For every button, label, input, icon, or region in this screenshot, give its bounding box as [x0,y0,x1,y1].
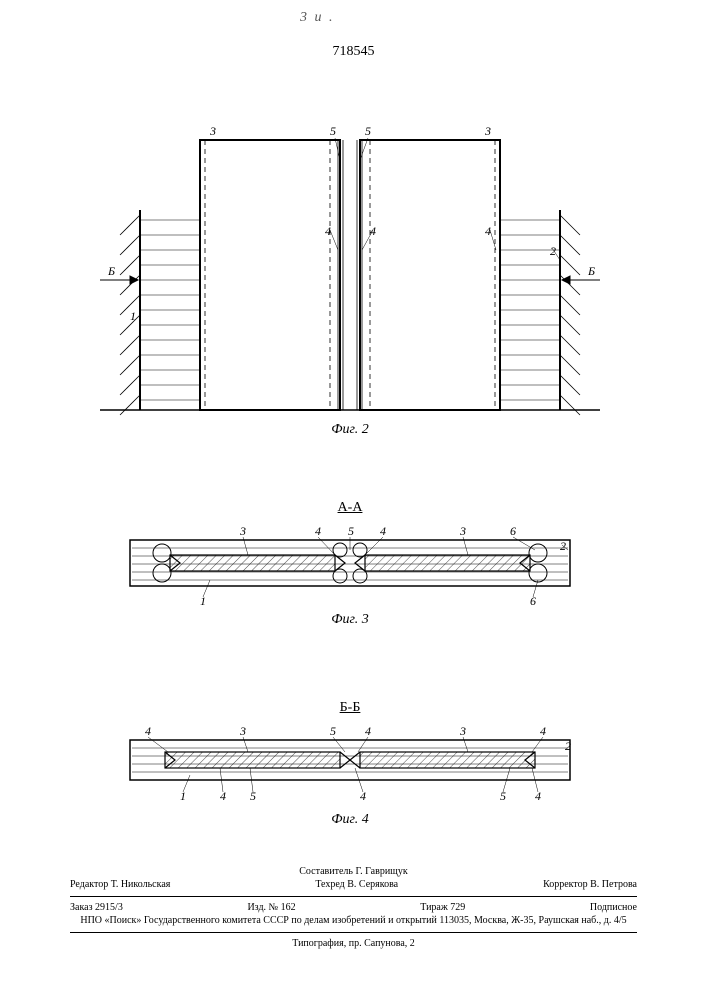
ref-4tl: 4 [145,724,151,738]
ref-4a: 4 [325,224,331,238]
ref-4br: 4 [360,789,366,803]
ref-4b: 4 [370,224,376,238]
print-line: Типография, пр. Сапунова, 2 [70,937,637,951]
ref-6a: 6 [510,524,516,538]
sub: Подписное [590,901,637,915]
ref-4b: 4 [380,524,386,538]
ref-4tr: 4 [365,724,371,738]
footer: Составитель Г. Гаврищук Редактор Т. Нико… [70,865,637,951]
order-no: Заказ 2915/3 [70,901,123,915]
ref-3a: 3 [239,524,246,538]
handwritten-note: 3 и . [300,10,335,26]
org-line: НПО «Поиск» Государственного комитета СС… [70,914,637,928]
figure-3: А-А [90,500,610,640]
ref-2: 2 [550,244,556,258]
techred: Техред В. Серякова [315,878,398,892]
ref-1: 1 [180,789,186,803]
corrector: Корректор В. Петрова [543,878,637,892]
ref-1: 1 [200,594,206,608]
fig4-caption: Фиг. 4 [90,812,610,828]
editor: Редактор Т. Никольская [70,878,170,892]
izd-no: Изд. № 162 [247,901,295,915]
ref-5b: 5 [365,124,371,138]
ref-5: 5 [348,524,354,538]
ref-5a: 5 [330,124,336,138]
ref-1: 1 [130,309,136,323]
patent-number: 718545 [0,44,707,60]
fig3-caption: Фиг. 3 [90,612,610,628]
ref-4btr: 4 [540,724,546,738]
page: 3 и . 718545 [0,0,707,1000]
composer: Составитель Г. Гаврищук [70,865,637,879]
ref-3b: 3 [484,124,491,138]
ref-2: 2 [565,739,571,753]
fig4-section: Б-Б [90,700,610,716]
ref-5a: 5 [330,724,336,738]
ref-3a: 3 [239,724,246,738]
ref-3a: 3 [209,124,216,138]
ref-3b: 3 [459,724,466,738]
ref-5c: 5 [500,789,506,803]
tirage: Тираж 729 [420,901,465,915]
figure-4: Б-Б 4 3 5 4 3 4 2 [90,700,610,840]
section-b-left: Б [107,264,115,278]
fig2-caption: Фиг. 2 [90,422,610,438]
ref-3b: 3 [459,524,466,538]
figure-2: 3 3 5 5 4 4 4 2 1 Б Б Фиг. 2 [90,120,610,440]
ref-4a: 4 [315,524,321,538]
fig3-section: А-А [90,500,610,516]
ref-6b: 6 [530,594,536,608]
section-b-right: Б [587,264,595,278]
